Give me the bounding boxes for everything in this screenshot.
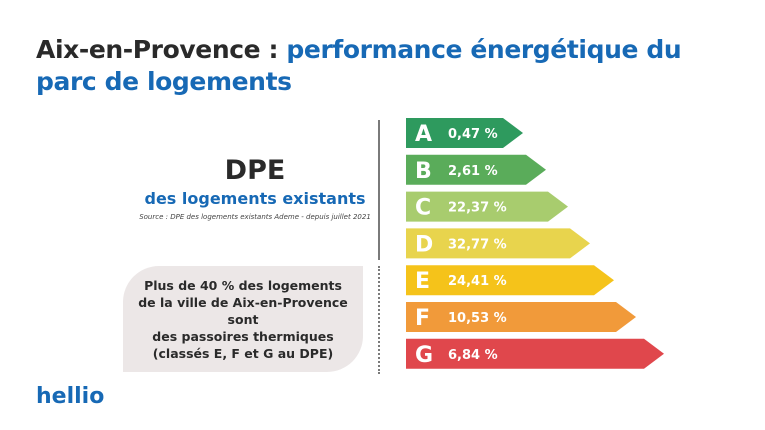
dpe-class-label: C	[415, 196, 431, 221]
dpe-class-label: A	[415, 122, 432, 147]
dpe-value-label: 10,53 %	[448, 311, 507, 326]
dpe-bar-e	[406, 265, 614, 296]
highlight-text: Plus de 40 % des logements de la ville d…	[138, 277, 348, 361]
highlight-box: Plus de 40 % des logements de la ville d…	[123, 266, 363, 372]
brand-logo: hellio	[36, 384, 105, 409]
title-city: Aix-en-Provence :	[36, 35, 287, 64]
dpe-value-label: 2,61 %	[448, 164, 498, 179]
dpe-value-label: 24,41 %	[448, 274, 507, 289]
divider-dotted	[378, 266, 380, 374]
page-title: Aix-en-Provence : performance énergétiqu…	[36, 34, 736, 98]
dpe-bar-d	[406, 228, 590, 259]
dpe-value-label: 6,84 %	[448, 348, 498, 363]
dpe-bar-c	[406, 191, 568, 222]
title-topic: performance énergétique du parc de logem…	[36, 35, 682, 96]
dpe-value-label: 22,37 %	[448, 201, 507, 216]
dpe-bar-f	[406, 302, 636, 332]
dpe-value-label: 0,47 %	[448, 127, 498, 142]
source-note: Source : DPE des logements existants Ade…	[139, 213, 371, 221]
dpe-bar-a	[406, 118, 523, 148]
dpe-subtitle: des logements existants	[144, 189, 366, 208]
dpe-class-label: B	[415, 159, 432, 184]
dpe-class-label: F	[415, 306, 430, 331]
dpe-value-label: 32,77 %	[448, 237, 507, 252]
dpe-bar-g	[406, 338, 664, 369]
dpe-class-label: G	[415, 343, 433, 368]
divider-solid	[378, 120, 380, 260]
dpe-bar-b	[406, 154, 546, 185]
dpe-class-label: D	[415, 232, 433, 257]
dpe-class-label: E	[415, 269, 430, 294]
dpe-heading: DPE	[224, 155, 286, 186]
